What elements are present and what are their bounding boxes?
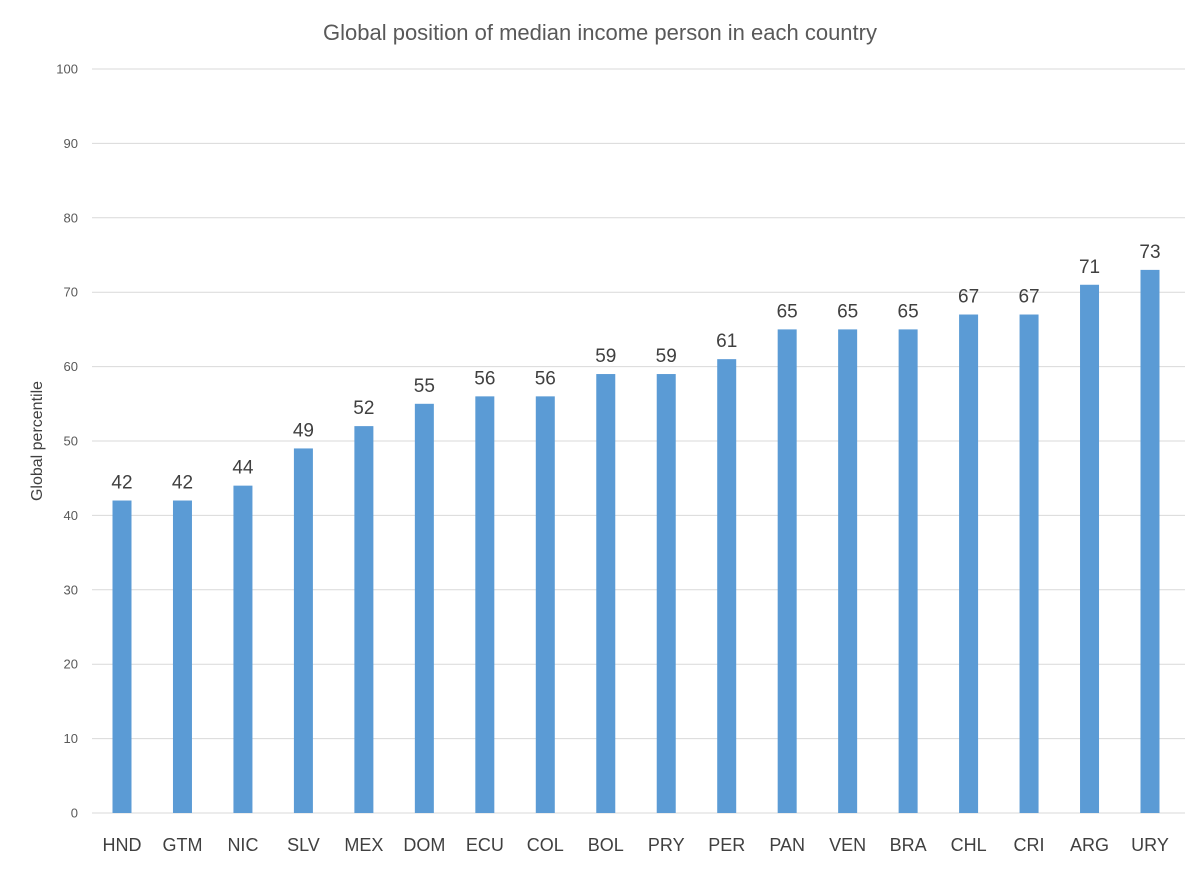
bar-bra bbox=[898, 329, 918, 813]
bar-pry bbox=[656, 374, 676, 813]
bar-col bbox=[535, 396, 555, 813]
bar-hnd bbox=[112, 500, 132, 813]
data-label-per: 61 bbox=[716, 331, 737, 352]
bar-nic bbox=[233, 485, 253, 813]
data-label-mex: 52 bbox=[353, 398, 374, 419]
data-label-gtm: 42 bbox=[172, 473, 193, 494]
x-tick-label-mex: MEX bbox=[344, 835, 383, 855]
data-label-ury: 73 bbox=[1139, 242, 1160, 263]
y-axis-ticks: 0 10 20 30 40 50 60 70 80 90 100 bbox=[56, 62, 78, 821]
data-label-nic: 44 bbox=[232, 458, 254, 479]
x-tick-label-bol: BOL bbox=[588, 835, 624, 855]
data-label-dom: 55 bbox=[414, 376, 435, 397]
chart-title: Global position of median income person … bbox=[323, 20, 877, 45]
y-tick-label: 0 bbox=[71, 806, 78, 821]
bar-cri bbox=[1019, 314, 1039, 813]
y-tick-label: 10 bbox=[64, 731, 78, 746]
bar-pan bbox=[777, 329, 797, 813]
y-tick-label: 100 bbox=[56, 62, 78, 77]
bar-mex bbox=[354, 426, 374, 813]
x-tick-label-bra: BRA bbox=[890, 835, 927, 855]
y-axis-label: Global percentile bbox=[29, 381, 46, 501]
bar-ecu bbox=[475, 396, 495, 813]
x-tick-label-pry: PRY bbox=[648, 835, 685, 855]
data-label-bol: 59 bbox=[595, 346, 616, 367]
y-tick-label: 60 bbox=[64, 359, 78, 374]
bar-chl bbox=[959, 314, 979, 813]
y-tick-label: 20 bbox=[64, 657, 78, 672]
x-tick-label-nic: NIC bbox=[227, 835, 258, 855]
data-label-hnd: 42 bbox=[111, 473, 132, 494]
data-label-chl: 67 bbox=[958, 287, 979, 308]
data-label-ven: 65 bbox=[837, 301, 858, 322]
data-label-col: 56 bbox=[535, 368, 556, 389]
x-tick-label-chl: CHL bbox=[951, 835, 987, 855]
y-tick-label: 50 bbox=[64, 434, 78, 449]
data-label-pry: 59 bbox=[656, 346, 677, 367]
x-tick-label-ury: URY bbox=[1131, 835, 1169, 855]
bar-per bbox=[717, 359, 737, 813]
x-tick-label-pan: PAN bbox=[769, 835, 805, 855]
data-label-pan: 65 bbox=[777, 301, 798, 322]
data-label-slv: 49 bbox=[293, 420, 314, 441]
data-label-arg: 71 bbox=[1079, 257, 1100, 278]
y-tick-label: 40 bbox=[64, 508, 78, 523]
bar-ury bbox=[1140, 269, 1160, 813]
data-label-cri: 67 bbox=[1018, 287, 1039, 308]
x-tick-label-dom: DOM bbox=[403, 835, 445, 855]
bar-dom bbox=[414, 403, 434, 813]
y-tick-label: 30 bbox=[64, 582, 78, 597]
x-tick-label-per: PER bbox=[708, 835, 745, 855]
bar-bol bbox=[596, 374, 616, 813]
bar-ven bbox=[838, 329, 858, 813]
bars bbox=[112, 269, 1160, 813]
data-label-bra: 65 bbox=[898, 301, 919, 322]
x-tick-label-hnd: HND bbox=[103, 835, 142, 855]
x-tick-label-cri: CRI bbox=[1014, 835, 1045, 855]
x-axis-ticks: HND GTM NIC SLV MEX DOM ECU COL BOL PRY PER PAN VEN B… bbox=[103, 835, 1169, 855]
bar-slv bbox=[293, 448, 313, 813]
bar-gtm bbox=[172, 500, 192, 813]
bar-arg bbox=[1080, 284, 1100, 813]
x-tick-label-slv: SLV bbox=[287, 835, 320, 855]
data-label-ecu: 56 bbox=[474, 368, 495, 389]
x-tick-label-ven: VEN bbox=[829, 835, 866, 855]
data-labels: 42 42 44 49 52 55 56 56 59 59 61 65 65 65 67 67 71 73 bbox=[111, 242, 1160, 494]
x-tick-label-gtm: GTM bbox=[162, 835, 202, 855]
x-tick-label-arg: ARG bbox=[1070, 835, 1109, 855]
gridlines bbox=[92, 68, 1185, 814]
y-tick-label: 80 bbox=[64, 210, 78, 225]
x-tick-label-col: COL bbox=[527, 835, 564, 855]
y-tick-label: 90 bbox=[64, 136, 78, 151]
y-tick-label: 70 bbox=[64, 285, 78, 300]
x-tick-label-ecu: ECU bbox=[466, 835, 504, 855]
